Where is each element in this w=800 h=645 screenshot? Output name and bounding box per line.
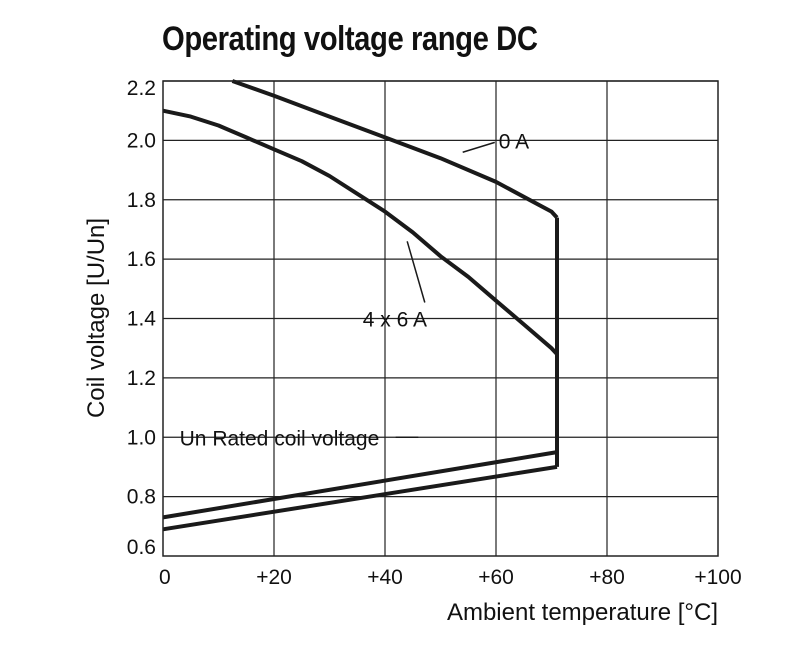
- x-tick-label: 0: [159, 566, 171, 589]
- y-tick-label: 1.2: [127, 367, 156, 390]
- annotation-label: 0 A: [499, 130, 529, 153]
- x-tick-label: +40: [367, 566, 403, 589]
- y-tick-label: 1.6: [127, 248, 156, 271]
- grid: [163, 80, 718, 556]
- annotation-leader: [462, 141, 495, 153]
- y-tick-label: 1.0: [127, 426, 156, 449]
- y-tick-label: 2.2: [127, 77, 156, 100]
- plot-frame: [162, 80, 719, 557]
- y-axis-label: Coil voltage [U/Un]: [83, 218, 110, 418]
- series-line-2: [162, 450, 558, 520]
- tick-labels: 0 +20 +40 +60 +80 +100 0.6 0.8 1.0 1.2 1.4 1.6 1.8 2.…: [127, 77, 742, 589]
- annotation-label: 4 x 6 A: [363, 309, 427, 332]
- plot-border: [162, 80, 719, 557]
- series-line-3: [162, 464, 558, 532]
- y-tick-label: 1.8: [127, 189, 156, 212]
- annotation-leader: [406, 241, 426, 303]
- x-axis-label: Ambient temperature [°C]: [447, 599, 718, 626]
- chart-title: Operating voltage range DC: [162, 20, 538, 58]
- x-tick-label: +80: [589, 566, 625, 589]
- series-group: [162, 79, 559, 532]
- series-line-1: [162, 108, 559, 356]
- annotation-label: Un Rated coil voltage: [180, 427, 380, 450]
- y-tick-label: 1.4: [127, 308, 157, 331]
- y-tick-label: 2.0: [127, 129, 156, 152]
- y-tick-label: 0.6: [127, 536, 156, 559]
- x-tick-label: +20: [256, 566, 292, 589]
- x-tick-label: +100: [694, 566, 741, 589]
- annotations: 0 A 4 x 6 A Un Rated coil voltage: [180, 130, 530, 450]
- series-line-0: [231, 79, 559, 219]
- y-tick-label: 0.8: [127, 486, 156, 509]
- x-tick-label: +60: [478, 566, 514, 589]
